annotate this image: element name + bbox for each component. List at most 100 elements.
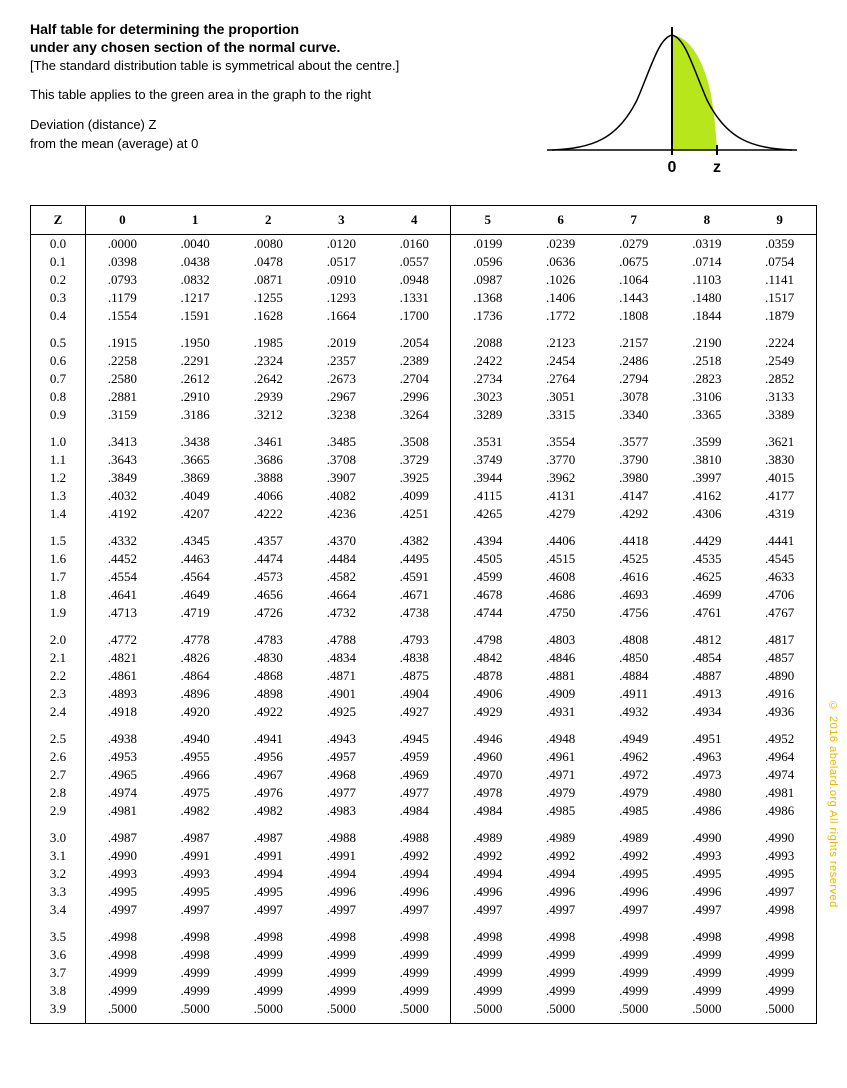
data-cell: .4890 <box>743 667 816 685</box>
data-cell: .4999 <box>305 946 378 964</box>
data-cell: .4985 <box>524 802 597 820</box>
data-cell: .4998 <box>743 901 816 919</box>
data-cell: .4993 <box>86 865 159 883</box>
data-cell: .1406 <box>524 289 597 307</box>
z-value-cell: 0.7 <box>31 370 86 388</box>
data-cell: .1808 <box>597 307 670 325</box>
data-cell: .4463 <box>159 550 232 568</box>
data-cell: .1255 <box>232 289 305 307</box>
data-cell: .4989 <box>524 820 597 847</box>
data-cell: .4649 <box>159 586 232 604</box>
data-cell: .4999 <box>524 964 597 982</box>
data-cell: .4032 <box>86 487 159 505</box>
data-cell: .0160 <box>378 235 451 254</box>
z-value-cell: 2.6 <box>31 748 86 766</box>
data-cell: .3051 <box>524 388 597 406</box>
data-cell: .1985 <box>232 325 305 352</box>
data-cell: .2881 <box>86 388 159 406</box>
table-row: 2.8.4974.4975.4976.4977.4977.4978.4979.4… <box>31 784 817 802</box>
data-cell: .0832 <box>159 271 232 289</box>
z-value-cell: 2.7 <box>31 766 86 784</box>
data-cell: .5000 <box>159 1000 232 1024</box>
data-cell: .4956 <box>232 748 305 766</box>
normal-curve-svg: 0 z <box>547 20 797 180</box>
data-cell: .4931 <box>524 703 597 721</box>
data-cell: .4306 <box>670 505 743 523</box>
data-cell: .3729 <box>378 451 451 469</box>
data-cell: .4938 <box>86 721 159 748</box>
z-value-cell: 0.8 <box>31 388 86 406</box>
data-cell: .3962 <box>524 469 597 487</box>
data-cell: .3485 <box>305 424 378 451</box>
data-cell: .4998 <box>451 919 524 946</box>
data-cell: .1950 <box>159 325 232 352</box>
data-cell: .4996 <box>670 883 743 901</box>
data-cell: .4925 <box>305 703 378 721</box>
data-cell: .2054 <box>378 325 451 352</box>
z-value-cell: 3.0 <box>31 820 86 847</box>
col-header: 2 <box>232 206 305 235</box>
data-cell: .1736 <box>451 307 524 325</box>
data-cell: .4599 <box>451 568 524 586</box>
data-cell: .4999 <box>670 982 743 1000</box>
data-cell: .3849 <box>86 469 159 487</box>
data-cell: .4989 <box>451 820 524 847</box>
data-cell: .3133 <box>743 388 816 406</box>
data-cell: .4977 <box>378 784 451 802</box>
data-cell: .4999 <box>597 946 670 964</box>
data-cell: .4978 <box>451 784 524 802</box>
data-cell: .4998 <box>378 919 451 946</box>
z-value-cell: 3.3 <box>31 883 86 901</box>
z-value-cell: 3.4 <box>31 901 86 919</box>
data-cell: .4756 <box>597 604 670 622</box>
table-row: 0.2.0793.0832.0871.0910.0948.0987.1026.1… <box>31 271 817 289</box>
data-cell: .4236 <box>305 505 378 523</box>
data-cell: .4970 <box>451 766 524 784</box>
data-cell: .5000 <box>305 1000 378 1024</box>
data-cell: .4192 <box>86 505 159 523</box>
data-cell: .0517 <box>305 253 378 271</box>
data-cell: .4719 <box>159 604 232 622</box>
data-cell: .1664 <box>305 307 378 325</box>
data-cell: .4997 <box>451 901 524 919</box>
data-cell: .4713 <box>86 604 159 622</box>
data-cell: .4821 <box>86 649 159 667</box>
data-cell: .1331 <box>378 289 451 307</box>
data-cell: .0040 <box>159 235 232 254</box>
data-cell: .2910 <box>159 388 232 406</box>
data-cell: .2939 <box>232 388 305 406</box>
data-cell: .4995 <box>597 865 670 883</box>
data-cell: .2123 <box>524 325 597 352</box>
data-cell: .4162 <box>670 487 743 505</box>
data-cell: .4997 <box>597 901 670 919</box>
data-cell: .4946 <box>451 721 524 748</box>
table-row: 3.5.4998.4998.4998.4998.4998.4998.4998.4… <box>31 919 817 946</box>
data-cell: .4726 <box>232 604 305 622</box>
data-cell: .3577 <box>597 424 670 451</box>
data-cell: .4995 <box>232 883 305 901</box>
data-cell: .2612 <box>159 370 232 388</box>
data-cell: .4997 <box>670 901 743 919</box>
data-cell: .4999 <box>451 964 524 982</box>
data-cell: .4990 <box>86 847 159 865</box>
z-value-cell: 2.8 <box>31 784 86 802</box>
data-cell: .4554 <box>86 568 159 586</box>
data-cell: .4332 <box>86 523 159 550</box>
z-value-cell: 1.5 <box>31 523 86 550</box>
data-cell: .3238 <box>305 406 378 424</box>
data-cell: .4934 <box>670 703 743 721</box>
data-cell: .4922 <box>232 703 305 721</box>
data-cell: .4936 <box>743 703 816 721</box>
data-cell: .4990 <box>743 820 816 847</box>
table-row: 0.6.2258.2291.2324.2357.2389.2422.2454.2… <box>31 352 817 370</box>
z-value-cell: 1.3 <box>31 487 86 505</box>
data-cell: .0398 <box>86 253 159 271</box>
data-cell: .4857 <box>743 649 816 667</box>
data-cell: .4999 <box>524 982 597 1000</box>
data-cell: .2996 <box>378 388 451 406</box>
data-cell: .4999 <box>86 982 159 1000</box>
data-cell: .4963 <box>670 748 743 766</box>
data-cell: .4997 <box>524 901 597 919</box>
data-cell: .4998 <box>159 946 232 964</box>
data-cell: .3643 <box>86 451 159 469</box>
